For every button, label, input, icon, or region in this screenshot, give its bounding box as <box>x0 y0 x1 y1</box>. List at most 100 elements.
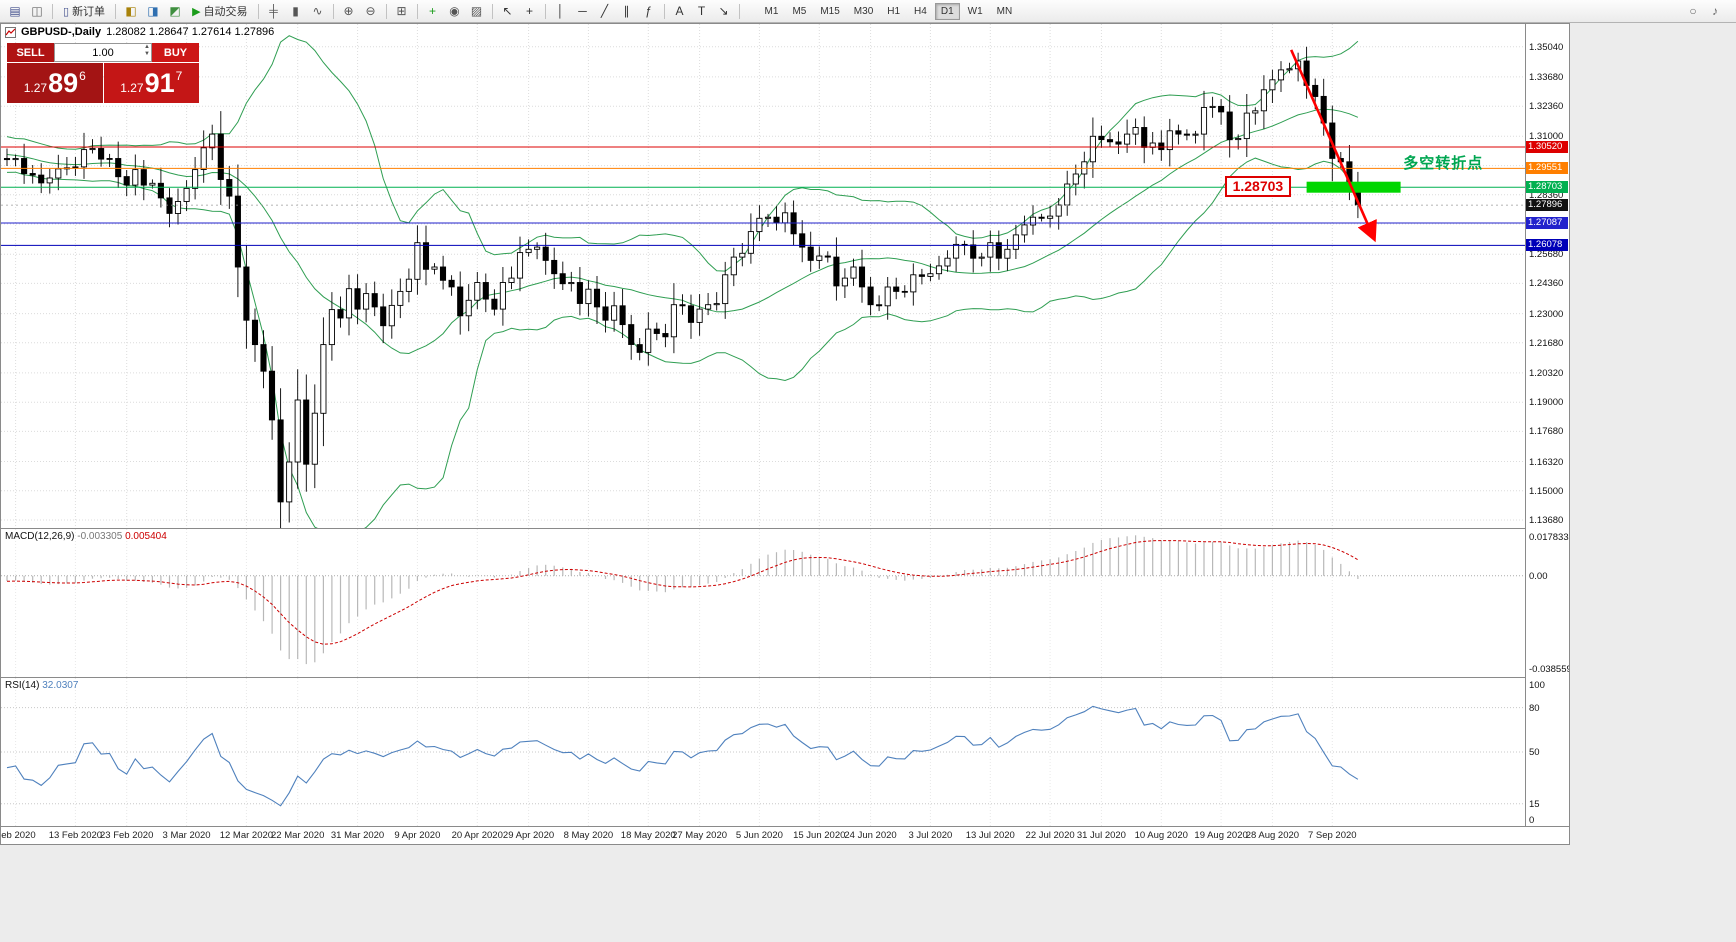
buy-price-button[interactable]: 1.27 91 7 <box>103 63 199 103</box>
level-badge-1.26078: 1.26078 <box>1526 239 1568 252</box>
volume-field[interactable]: 1.00 ▲ ▼ <box>54 43 152 62</box>
macd-histogram <box>6 535 1359 665</box>
date-label: 31 Jul 2020 <box>1076 830 1126 841</box>
bollinger-bands <box>6 35 1359 528</box>
autotrading-button-icon: ▶ <box>192 5 201 18</box>
timeframe-m15-button[interactable]: M15 <box>820 5 840 17</box>
main-price-panel[interactable]: GBPUSD-,Daily 1.28082 1.28647 1.27614 1.… <box>1 24 1525 528</box>
grid <box>1 24 1525 528</box>
buy-button[interactable]: BUY <box>152 43 199 62</box>
macd-panel[interactable]: MACD(12,26,9) -0.003305 0.005404 <box>1 529 1525 677</box>
sell-button[interactable]: SELL <box>7 43 54 62</box>
date-label: 12 Mar 2020 <box>219 830 274 841</box>
level-badge-1.29551: 1.29551 <box>1526 162 1568 175</box>
profiles-icon[interactable]: ◫ <box>31 4 43 18</box>
line-chart-mode-icon[interactable]: ∿ <box>312 4 323 18</box>
price-label: 1.13680 <box>1529 515 1564 527</box>
autotrading-button[interactable]: ▶ 自动交易 <box>187 2 252 20</box>
autotrading-button-label: 自动交易 <box>203 6 248 18</box>
macd-value-main: -0.003305 <box>77 531 123 542</box>
text-label-icon[interactable]: T <box>697 4 706 18</box>
trendline-icon[interactable]: ╱ <box>600 4 609 18</box>
panel-splitter-rsi[interactable] <box>1 677 1525 678</box>
template-icon[interactable]: ▨ <box>470 4 483 18</box>
navigator-icon[interactable]: ◩ <box>169 4 181 18</box>
market-watch-icon[interactable]: ◧ <box>125 4 137 18</box>
date-label: 15 Jun 2020 <box>793 830 846 841</box>
annotation-note-text[interactable]: 多空转折点 <box>1403 154 1484 172</box>
price-axis[interactable]: 1.350401.336801.323601.310001.296801.283… <box>1525 24 1570 826</box>
date-label: 5 Jun 2020 <box>735 830 783 841</box>
periods-icon[interactable]: ◉ <box>449 4 460 18</box>
date-label: 22 Jul 2020 <box>1025 830 1075 841</box>
zoom-in-icon[interactable]: ⊕ <box>343 4 354 18</box>
channel-icon[interactable]: ∥ <box>623 4 630 18</box>
toolbar-separator <box>663 3 665 19</box>
cursor-icon[interactable]: ↖ <box>502 4 513 18</box>
timeframe-h4-button[interactable]: H4 <box>914 5 927 17</box>
macd-value-signal: 0.005404 <box>125 531 167 542</box>
volume-value: 1.00 <box>92 46 114 59</box>
timeframe-mn-button[interactable]: MN <box>996 5 1013 17</box>
sell-price-pip: 6 <box>79 69 86 83</box>
timeframe-h1-button[interactable]: H1 <box>887 5 901 17</box>
data-window-icon[interactable]: ◨ <box>147 4 159 18</box>
sell-price-big: 89 <box>48 67 79 98</box>
timeframe-m30-button[interactable]: M30 <box>853 5 874 17</box>
toolbar-separator <box>52 3 53 19</box>
timeframe-d1-button[interactable]: D1 <box>934 2 960 20</box>
indicators-add-icon[interactable]: + <box>429 4 437 18</box>
date-label: 23 Feb 2020 <box>100 830 154 841</box>
price-label: 1.23000 <box>1529 308 1564 320</box>
spinner-up-icon[interactable]: ▲ <box>144 44 150 50</box>
search-icon[interactable]: ○ <box>1689 4 1697 18</box>
timeframe-m5-button[interactable]: M5 <box>792 5 807 17</box>
date-label: 13 Jul 2020 <box>965 830 1015 841</box>
main-chart-canvas[interactable] <box>1 24 1525 528</box>
macd-axis-min: -0.038559 <box>1529 664 1570 675</box>
arrows-tool-icon[interactable]: ↘ <box>718 4 729 18</box>
trend-arrow[interactable] <box>1290 49 1377 243</box>
spinner-down-icon[interactable]: ▼ <box>144 51 150 57</box>
buy-price-prefix: 1.27 <box>120 81 144 95</box>
new-order-button-icon: ▯ <box>63 5 70 18</box>
price-tag-label[interactable]: 1.28703 <box>1224 176 1292 198</box>
date-label: 7 Sep 2020 <box>1307 830 1357 841</box>
text-icon[interactable]: A <box>675 4 684 18</box>
panel-splitter-macd[interactable] <box>1 528 1525 529</box>
toolbar-separator <box>738 3 740 19</box>
price-label: 1.35040 <box>1529 41 1564 53</box>
tile-windows-icon[interactable]: ⊞ <box>396 4 407 18</box>
rsi-panel[interactable]: RSI(14) 32.0307 <box>1 678 1525 826</box>
horizontal-line-icon[interactable]: ─ <box>578 4 587 18</box>
new-chart-icon[interactable]: ▤ <box>9 4 21 18</box>
toolbar-separator <box>491 3 493 19</box>
sell-price-button[interactable]: 1.27 89 6 <box>7 63 103 103</box>
sell-price-prefix: 1.27 <box>23 81 48 95</box>
macd-canvas[interactable] <box>1 529 1525 677</box>
rsi-axis-label: 50 <box>1529 747 1540 758</box>
one-click-trading-panel: SELL 1.00 ▲ ▼ BUY <box>7 43 199 103</box>
fibonacci-icon[interactable]: ƒ <box>645 4 652 18</box>
rsi-levels <box>1 707 1525 805</box>
candlestick-mode-icon[interactable]: ▮ <box>292 4 299 18</box>
highlight-bar[interactable] <box>1306 181 1401 193</box>
toolbar-right-group: ○ ♪ <box>1682 2 1726 20</box>
toolbar-separator <box>332 3 334 19</box>
toolbar-separator <box>416 3 418 19</box>
vertical-line-icon[interactable]: │ <box>556 4 565 18</box>
level-badge-1.30520: 1.30520 <box>1526 140 1568 153</box>
new-order-button[interactable]: ▯ 新订单 <box>58 2 110 20</box>
bar-chart-mode-icon[interactable]: ╪ <box>269 4 278 18</box>
toolbar-separator <box>544 3 546 19</box>
sound-icon[interactable]: ♪ <box>1712 4 1718 18</box>
volume-spinner[interactable]: ▲ ▼ <box>144 44 150 58</box>
timeframe-m1-button[interactable]: M1 <box>764 5 779 17</box>
date-label: 8 May 2020 <box>563 830 614 841</box>
crosshair-icon[interactable]: + <box>526 4 534 18</box>
rsi-canvas[interactable] <box>1 678 1525 826</box>
timeframe-w1-button[interactable]: W1 <box>967 5 983 17</box>
zoom-out-icon[interactable]: ⊖ <box>365 4 376 18</box>
